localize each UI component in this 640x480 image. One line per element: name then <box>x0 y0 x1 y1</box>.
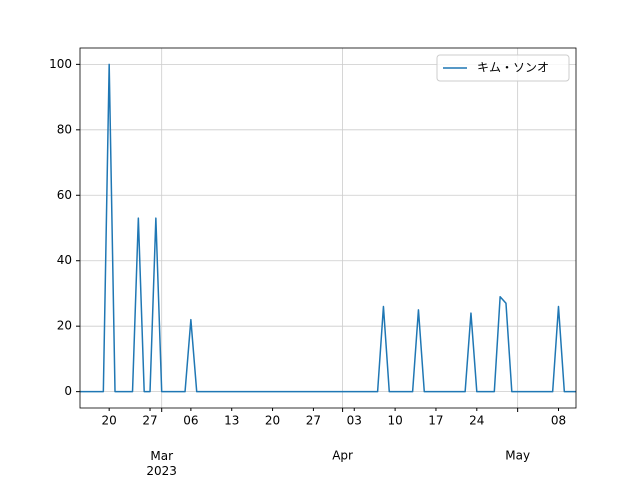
x-minor-tick-label: 06 <box>183 414 198 428</box>
x-minor-tick-label: 03 <box>347 414 362 428</box>
y-tick-label: 20 <box>57 319 72 333</box>
x-minor-tick-label: 08 <box>551 414 566 428</box>
x-minor-tick-label: 27 <box>306 414 321 428</box>
y-tick-label: 40 <box>57 253 72 267</box>
legend: キム・ソンオ <box>436 54 570 82</box>
legend-label: キム・ソンオ <box>477 61 549 75</box>
y-tick-label: 80 <box>57 122 72 136</box>
x-tick-label: May <box>505 449 530 463</box>
x-minor-tick-label: 13 <box>224 414 239 428</box>
legend-box <box>436 54 570 82</box>
y-tick-label: 60 <box>57 188 72 202</box>
x-tick-label: Apr <box>332 449 353 463</box>
y-tick-label: 0 <box>64 384 72 398</box>
x-minor-tick-label: 20 <box>102 414 117 428</box>
x-minor-tick-label: 27 <box>142 414 157 428</box>
data-line <box>80 63 576 393</box>
x-minor-tick-label: 20 <box>265 414 280 428</box>
x-tick-label: Mar 2023 <box>146 449 177 478</box>
axes-frame <box>79 47 577 409</box>
y-tick-label: 100 <box>49 57 72 71</box>
plot-area <box>80 48 576 408</box>
x-minor-tick-label: 24 <box>469 414 484 428</box>
x-minor-tick-label: 17 <box>428 414 443 428</box>
x-minor-tick-label: 10 <box>387 414 402 428</box>
